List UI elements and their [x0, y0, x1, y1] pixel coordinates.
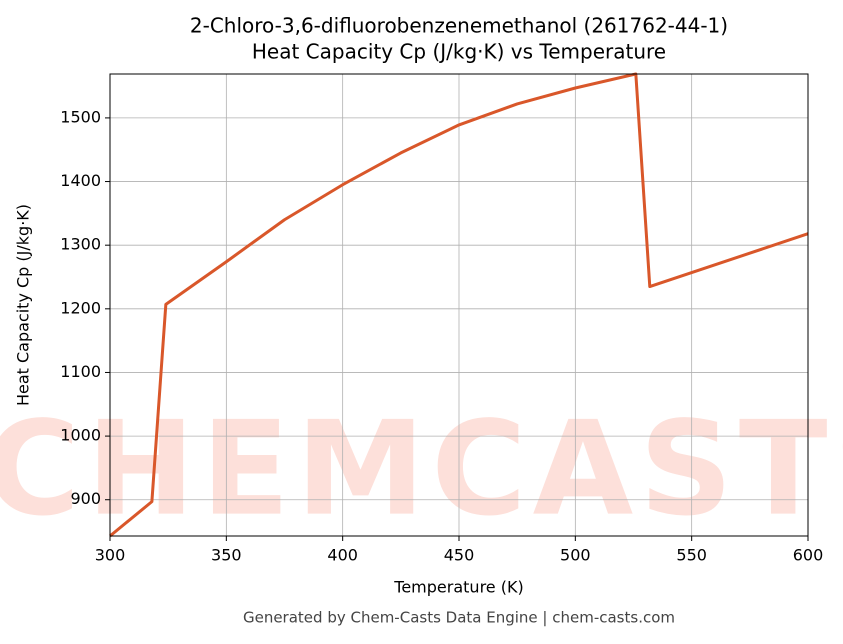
chart-title: 2-Chloro-3,6-difluorobenzenemethanol (26…: [190, 14, 728, 38]
watermark: CHEMCASTS: [0, 393, 843, 545]
x-tick-label: 550: [676, 546, 707, 565]
chart-subtitle: Heat Capacity Cp (J/kg·K) vs Temperature: [252, 40, 666, 64]
x-axis-label: Temperature (K): [393, 578, 523, 597]
x-tick-label: 600: [793, 546, 824, 565]
y-tick-label: 1400: [60, 171, 101, 190]
y-tick-label: 1500: [60, 107, 101, 126]
y-tick-label: 1100: [60, 362, 101, 381]
x-tick-label: 500: [560, 546, 591, 565]
x-tick-label: 400: [327, 546, 358, 565]
y-axis-label: Heat Capacity Cp (J/kg·K): [14, 204, 33, 406]
plot-frame: [109, 73, 809, 537]
y-tick-label: 1200: [60, 298, 101, 317]
y-tick-label: 1300: [60, 235, 101, 254]
footer: Generated by Chem-Casts Data Engine | ch…: [243, 609, 675, 627]
x-tick-label: 450: [444, 546, 475, 565]
x-tick-label: 350: [211, 546, 242, 565]
x-tick-label: 300: [95, 546, 126, 565]
y-tick-label: 1000: [60, 426, 101, 445]
y-tick-label: 900: [70, 489, 101, 508]
